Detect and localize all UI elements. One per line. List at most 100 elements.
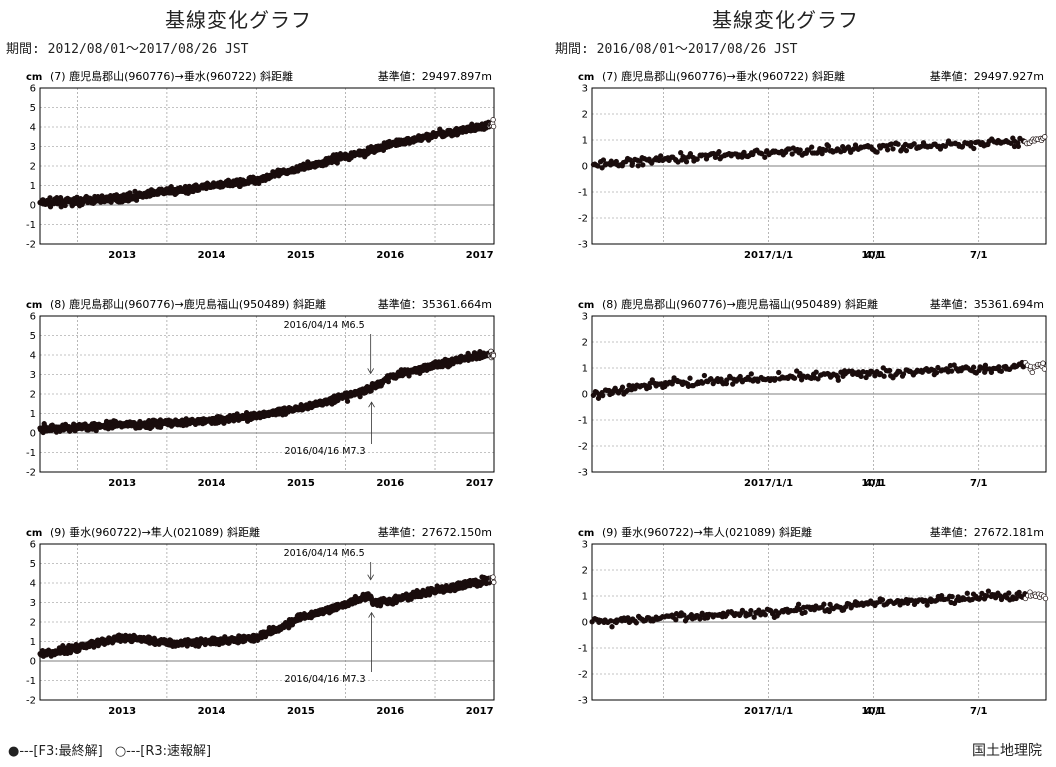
- final-solution-point: [802, 609, 808, 616]
- final-solution-point: [795, 601, 802, 607]
- final-solution-point: [681, 612, 687, 618]
- quick-solution-point: [1042, 595, 1049, 602]
- y-tick-label: -2: [578, 442, 588, 453]
- series-points: [37, 348, 497, 436]
- y-tick-label: -3: [578, 468, 588, 479]
- plot-frame: [39, 87, 495, 245]
- quick-solution-point: [1042, 134, 1048, 140]
- x-tick-label: 2015: [287, 706, 315, 717]
- final-solution-point: [708, 376, 714, 382]
- y-tick-label: 5: [30, 559, 36, 570]
- x-tick-label: 2013: [108, 478, 136, 489]
- final-solution-point: [658, 153, 664, 159]
- x-tick-label: 4/1: [865, 478, 883, 489]
- y-tick-label: -3: [578, 696, 588, 707]
- final-solution-point: [640, 162, 646, 168]
- chart-panel-5: cm (8) 鹿児島郡山(960776)→鹿児島福山(950489) 斜距離 基準値…: [552, 294, 1052, 498]
- y-tick-label: -2: [26, 468, 36, 479]
- baseline-header: (9) 垂水(960722)→隼人(021089) 斜距離: [602, 525, 812, 539]
- x-tick-label: 2017/1/1: [744, 478, 793, 489]
- final-solution-point: [858, 373, 864, 380]
- y-tick-label: 0: [30, 429, 36, 440]
- baseline-header: (7) 鹿児島郡山(960776)→垂水(960722) 斜距離: [50, 69, 293, 83]
- x-tick-label: 2017/1/1: [744, 250, 793, 261]
- final-solution-point: [900, 371, 907, 377]
- final-solution-point: [649, 377, 655, 383]
- x-tick-label: 2016: [376, 250, 404, 261]
- right-title: 基線変化グラフ: [712, 8, 859, 32]
- final-solution-point: [826, 608, 832, 615]
- final-solution-point: [748, 607, 754, 614]
- chart-svg: cm (7) 鹿児島郡山(960776)→垂水(960722) 斜距離 基準値：29…: [578, 69, 1048, 261]
- legend-quick: ○---[R3:速報解]: [114, 744, 212, 759]
- final-solution-point: [687, 375, 693, 381]
- annotation-label: 2016/04/16 M7.3: [284, 446, 365, 457]
- y-tick-label: 4: [30, 351, 36, 362]
- final-solution-point: [629, 160, 636, 166]
- series-points: [590, 359, 1048, 401]
- final-solution-point: [813, 369, 819, 375]
- y-tick-label: 3: [582, 312, 588, 323]
- quick-solution-point: [490, 352, 497, 359]
- baseline-header: (7) 鹿児島郡山(960776)→垂水(960722) 斜距離: [602, 69, 845, 83]
- quick-solution-point: [1041, 366, 1048, 372]
- y-tick-label: 6: [30, 84, 36, 95]
- unit-label: cm: [26, 72, 42, 83]
- final-solution-point: [815, 376, 821, 382]
- x-tick-label: 2017: [466, 478, 494, 489]
- right-period: 期間: 2016/08/01～2017/08/26 JST: [555, 42, 798, 57]
- x-tick-label: 2014: [198, 706, 226, 717]
- final-solution-point: [600, 392, 606, 399]
- final-solution-point: [678, 150, 684, 156]
- reference-value: 基準値：35361.664m: [378, 297, 492, 311]
- final-solution-point: [872, 373, 878, 379]
- left-period: 期間: 2012/08/01～2017/08/26 JST: [6, 42, 249, 57]
- final-solution-point: [985, 588, 992, 594]
- final-solution-point: [619, 384, 626, 390]
- x-tick-label: 2015: [287, 478, 315, 489]
- chart-panel-1: cm (7) 鹿児島郡山(960776)→垂水(960722) 斜距離 基準値：29…: [0, 66, 500, 270]
- final-solution-point: [825, 143, 832, 149]
- x-tick-label: 10/1: [861, 706, 886, 717]
- quick-solution-point: [1029, 369, 1035, 376]
- y-tick-label: 2: [582, 338, 588, 349]
- series-points: [590, 134, 1048, 171]
- final-solution-point: [797, 147, 803, 153]
- annotation-arrowhead: [367, 368, 375, 375]
- final-solution-point: [964, 590, 970, 596]
- x-tick-label: 2017: [466, 250, 494, 261]
- chart-svg: cm (8) 鹿児島郡山(960776)→鹿児島福山(950489) 斜距離 基準値…: [26, 297, 497, 489]
- y-tick-label: 5: [30, 331, 36, 342]
- final-solution-point: [1015, 143, 1022, 150]
- y-tick-label: 6: [30, 540, 36, 551]
- final-solution-point: [673, 617, 679, 623]
- final-solution-point: [776, 369, 782, 376]
- organization-label: 国土地理院: [972, 743, 1042, 759]
- final-solution-point: [968, 139, 974, 146]
- final-solution-point: [751, 614, 757, 620]
- reference-value: 基準値：29497.897m: [378, 69, 492, 83]
- y-tick-label: 2: [582, 110, 588, 121]
- baseline-header: (8) 鹿児島郡山(960776)→鹿児島福山(950489) 斜距離: [602, 297, 878, 311]
- y-tick-label: 3: [30, 142, 36, 153]
- plot-frame: [39, 543, 495, 701]
- x-tick-label: 7/1: [970, 478, 988, 489]
- final-solution-point: [625, 615, 631, 621]
- x-tick-label: 2015: [287, 250, 315, 261]
- x-tick-label: 7/1: [970, 706, 988, 717]
- y-tick-label: -1: [26, 676, 36, 687]
- quick-solution-point: [490, 574, 496, 580]
- final-solution-point: [903, 147, 910, 154]
- quick-solution-point: [490, 117, 496, 123]
- final-solution-point: [959, 143, 966, 150]
- final-solution-point: [759, 151, 765, 157]
- final-solution-point: [694, 156, 700, 162]
- final-solution-point: [890, 146, 896, 152]
- chart-svg: cm (7) 鹿児島郡山(960776)→垂水(960722) 斜距離 基準値：29…: [26, 69, 497, 261]
- final-solution-point: [701, 372, 708, 379]
- chart-svg: cm (9) 垂水(960722)→隼人(021089) 斜距離 基準値：27672…: [26, 525, 497, 717]
- y-tick-label: -1: [578, 416, 588, 427]
- final-solution-point: [755, 378, 761, 384]
- final-solution-point: [789, 151, 795, 157]
- baseline-header: (9) 垂水(960722)→隼人(021089) 斜距離: [50, 525, 260, 539]
